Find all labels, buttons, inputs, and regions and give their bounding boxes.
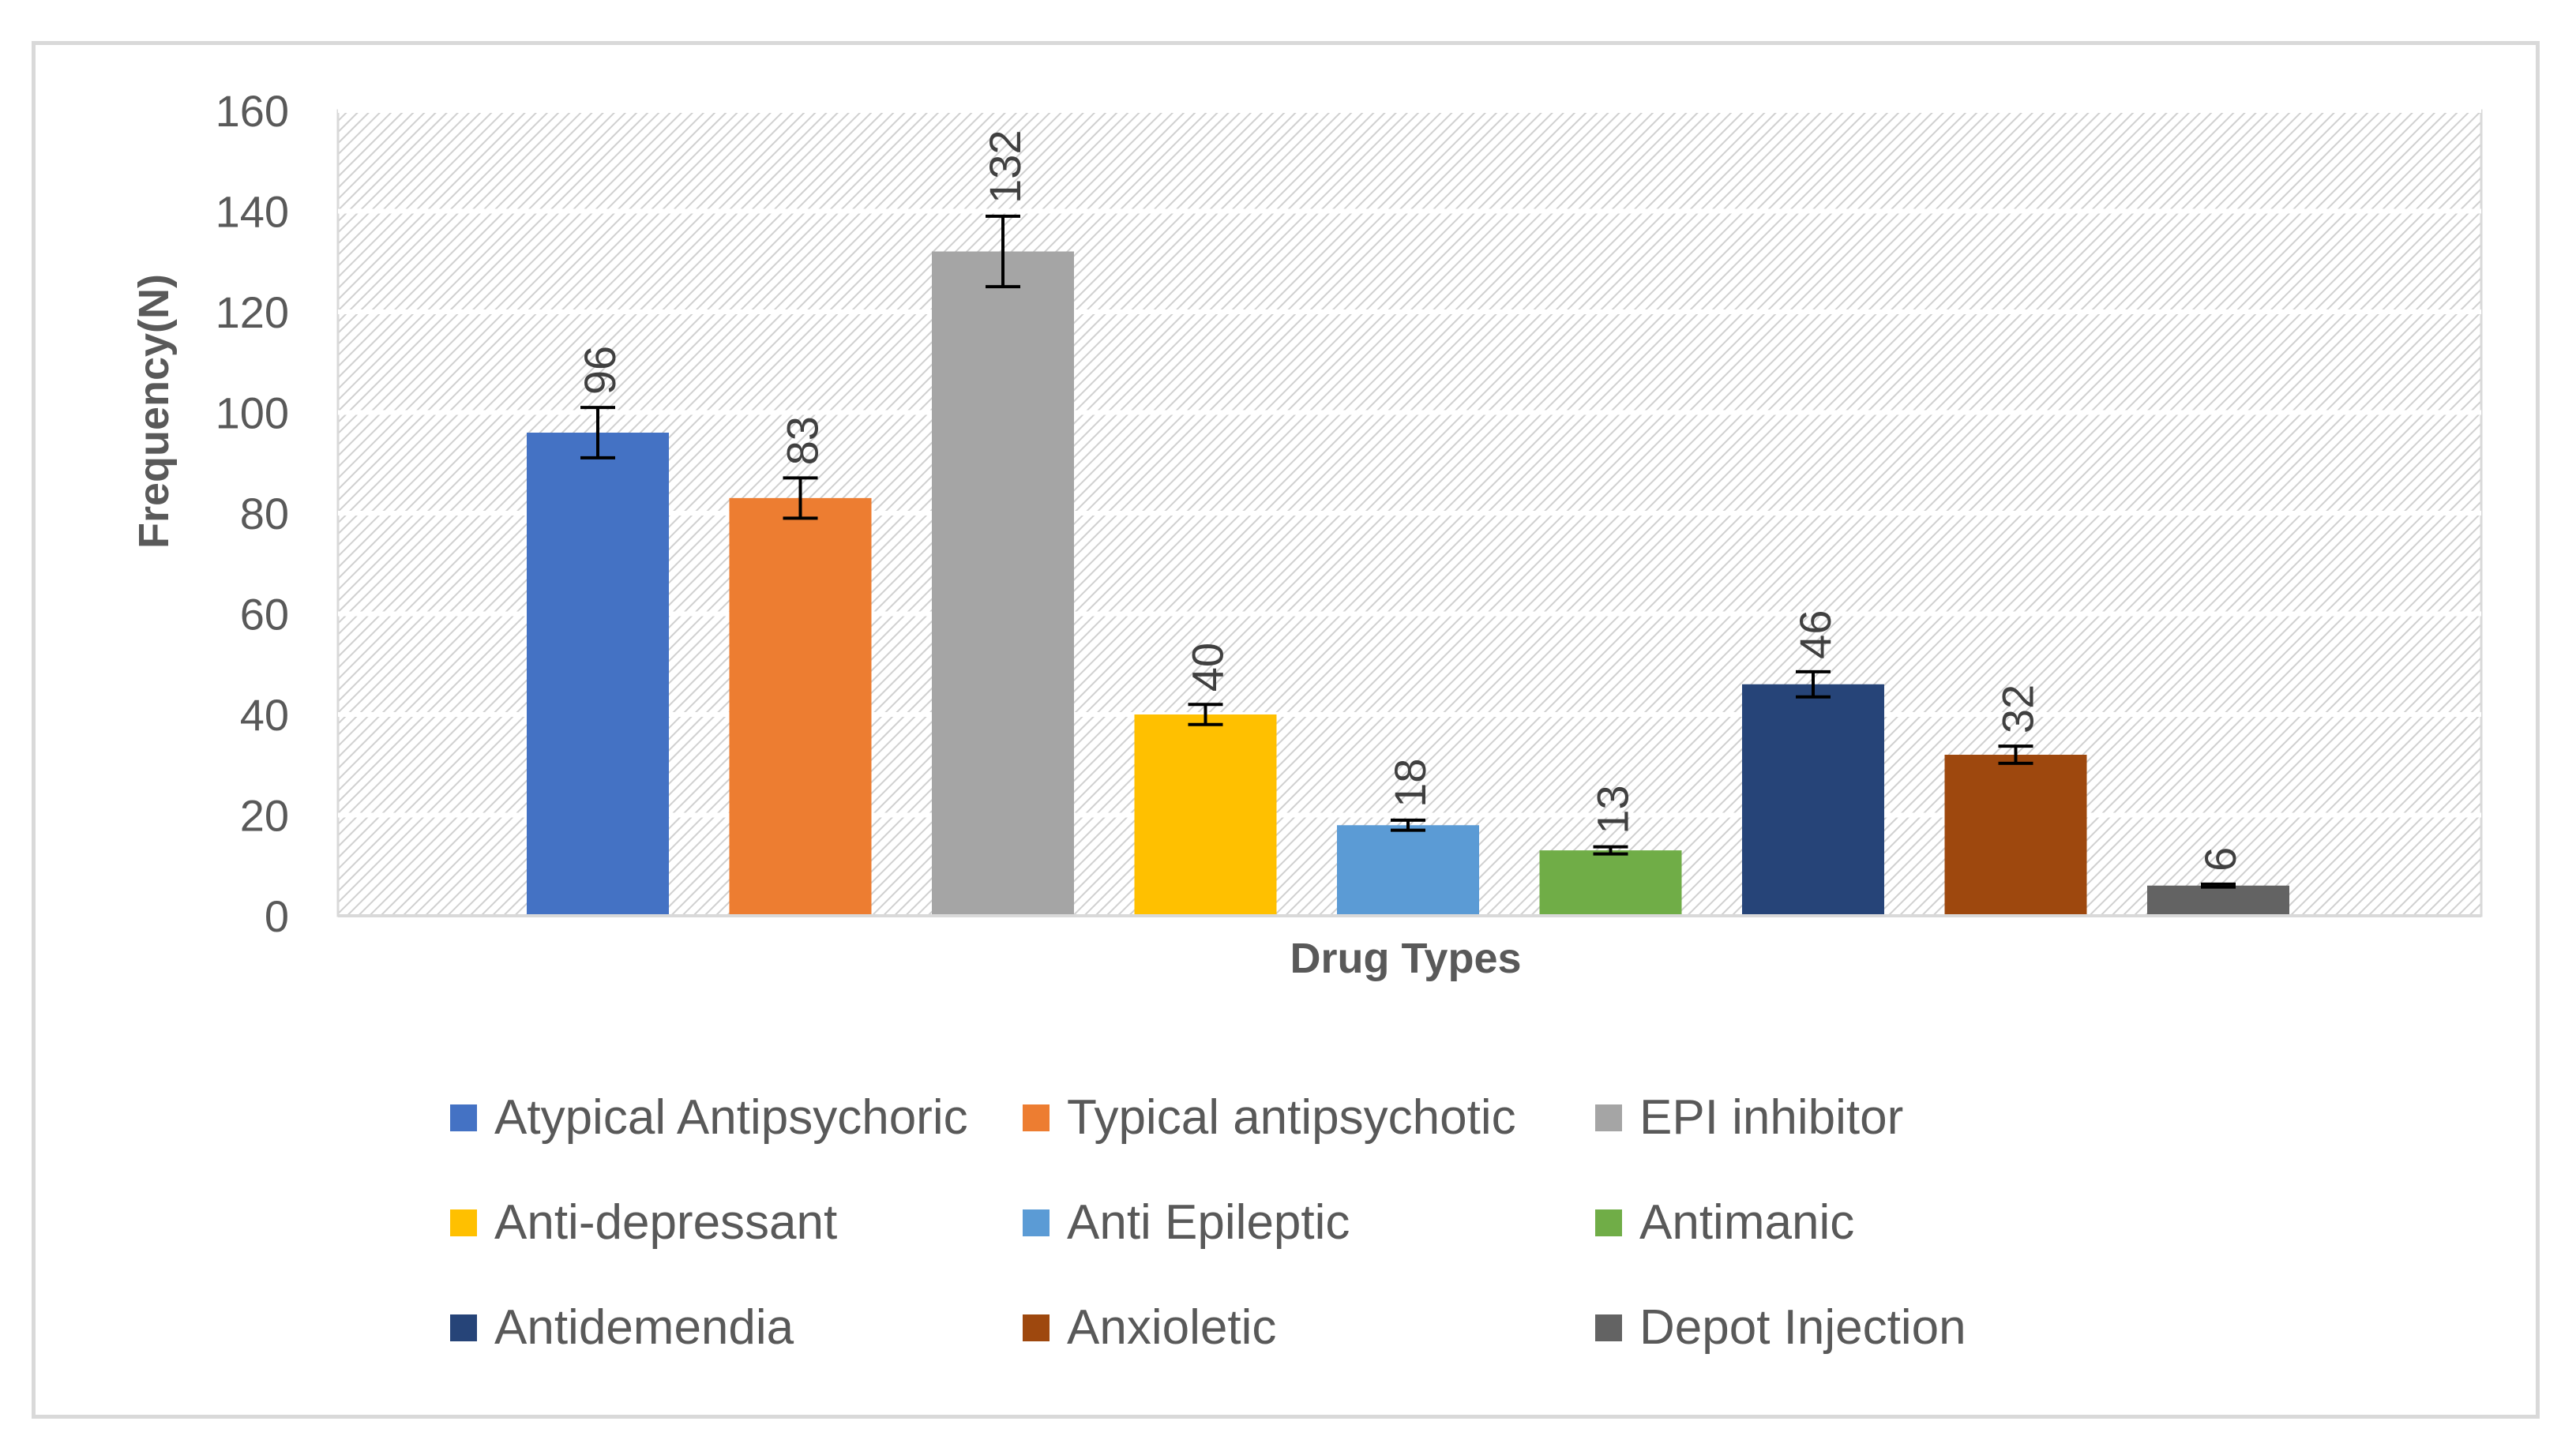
- legend-item: Anti Epileptic: [1023, 1194, 1350, 1251]
- legend-item: Anti-depressant: [450, 1194, 837, 1251]
- legend-swatch: [1023, 1209, 1050, 1236]
- y-tick-label: 60: [240, 590, 289, 639]
- legend-label: Anti-depressant: [494, 1195, 838, 1250]
- y-tick-label: 100: [216, 388, 289, 438]
- error-bar: [1593, 845, 1628, 856]
- error-bar: [580, 406, 615, 459]
- data-label: 6: [2195, 847, 2245, 872]
- data-label: 83: [778, 416, 828, 465]
- legend-label: Anti Epileptic: [1067, 1195, 1350, 1250]
- bar-anti-epileptic: [1337, 825, 1479, 916]
- data-label: 40: [1183, 643, 1233, 692]
- data-label: 18: [1385, 759, 1435, 808]
- legend-label: EPI inhibitor: [1639, 1090, 1904, 1145]
- data-label: 46: [1790, 610, 1840, 659]
- legend-swatch: [450, 1104, 477, 1131]
- y-tick-label: 120: [216, 287, 289, 337]
- data-label: 132: [980, 129, 1030, 203]
- legend-item: Typical antipsychotic: [1023, 1089, 1516, 1146]
- legend-swatch: [1595, 1209, 1622, 1236]
- y-axis-title: Frequency(N): [130, 273, 178, 549]
- error-bar: [1188, 703, 1223, 726]
- legend-item: Anxioletic: [1023, 1299, 1276, 1356]
- bar-depot-injection: [2147, 885, 2289, 916]
- data-label: 96: [575, 346, 625, 395]
- data-label: 13: [1588, 785, 1638, 834]
- legend-label: Anxioletic: [1067, 1300, 1277, 1355]
- error-bar: [783, 476, 818, 520]
- bar-anxioletic: [1944, 755, 2087, 916]
- error-bars: [580, 214, 2236, 889]
- legend-label: Antidemendia: [494, 1300, 794, 1355]
- data-labels: 96 83 132 40 18 13 46 32 6: [575, 129, 2245, 871]
- error-bar: [1998, 744, 2033, 765]
- y-axis-ticks: 0 20 40 60 80 100 120 140 160: [216, 86, 289, 941]
- legend-item: Antidemendia: [450, 1299, 794, 1356]
- legend-label: Depot Injection: [1639, 1300, 1966, 1355]
- error-bar: [2201, 882, 2236, 889]
- legend-item: EPI inhibitor: [1595, 1089, 1903, 1146]
- x-axis-title: Drug Types: [1290, 935, 1522, 982]
- bar-epi-inhibitor: [932, 251, 1074, 916]
- legend-swatch: [1023, 1104, 1050, 1131]
- legend-label: Typical antipsychotic: [1067, 1090, 1516, 1145]
- legend-swatch: [1595, 1104, 1622, 1131]
- legend-label: Atypical Antipsychoric: [494, 1090, 968, 1145]
- error-bar: [986, 214, 1020, 289]
- y-tick-label: 160: [216, 86, 289, 136]
- y-tick-label: 0: [265, 891, 289, 941]
- legend-item: Depot Injection: [1595, 1299, 1966, 1356]
- bar-atypical-antipsychoric: [527, 433, 669, 916]
- legend-swatch: [1023, 1314, 1050, 1341]
- bars: [527, 251, 2289, 916]
- y-tick-label: 80: [240, 489, 289, 538]
- legend-swatch: [1595, 1314, 1622, 1341]
- error-bar: [1796, 669, 1831, 699]
- data-label: 32: [1993, 684, 2043, 733]
- bar-typical-antipsychotic: [729, 497, 872, 916]
- legend-item: Antimanic: [1595, 1194, 1854, 1251]
- bar-anti-depressant: [1134, 714, 1277, 916]
- error-bar: [1391, 818, 1425, 832]
- legend-swatch: [450, 1314, 477, 1341]
- gridlines: [338, 108, 2481, 818]
- y-tick-label: 140: [216, 187, 289, 237]
- legend-swatch: [450, 1209, 477, 1236]
- bar-antidemendia: [1742, 684, 1884, 916]
- bar-antimanic: [1539, 850, 1682, 916]
- y-tick-label: 20: [240, 791, 289, 841]
- legend-item: Atypical Antipsychoric: [450, 1089, 968, 1146]
- legend-label: Antimanic: [1639, 1195, 1855, 1250]
- y-tick-label: 40: [240, 690, 289, 740]
